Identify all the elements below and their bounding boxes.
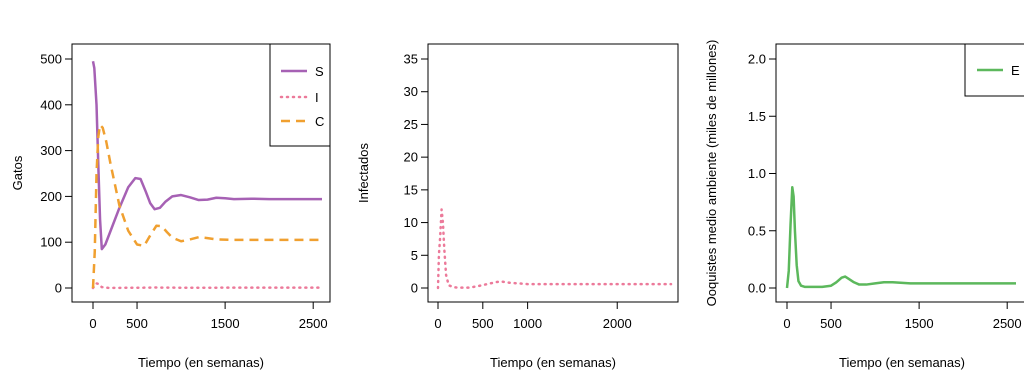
series-line-s xyxy=(91,61,322,251)
legend: S I C xyxy=(269,43,331,147)
x-tick-label: 2500 xyxy=(993,316,1022,331)
panel-gatos: Tiempo (en semanas) Gatos 0 500 1500 2500 0 1… xyxy=(10,43,331,370)
legend: E xyxy=(964,43,1024,97)
y-tick-label: 30 xyxy=(404,84,418,99)
y-tick-label: 5 xyxy=(411,248,418,263)
y-tick-label: 15 xyxy=(404,182,418,197)
y-tick-label: 1.5 xyxy=(748,109,766,124)
y-tick-label: 0.5 xyxy=(748,223,766,238)
x-tick-label: 1500 xyxy=(211,316,240,331)
x-axis-label: Tiempo (en semanas) xyxy=(839,355,965,370)
y-axis-label: Ooquistes medio ambiente (miles de millo… xyxy=(704,40,719,307)
series-line-e xyxy=(785,185,1016,289)
x-tick-label: 500 xyxy=(472,316,494,331)
x-tick-label: 2000 xyxy=(603,316,632,331)
x-tick-label: 500 xyxy=(126,316,148,331)
legend-box xyxy=(269,43,331,147)
y-tick-label: 35 xyxy=(404,52,418,67)
y-tick-label: 0 xyxy=(55,281,62,296)
y-tick-label: 0 xyxy=(411,281,418,296)
series-line-i xyxy=(91,282,324,290)
y-tick-label: 300 xyxy=(40,143,62,158)
legend-label-s: S xyxy=(315,64,324,79)
series-line-i xyxy=(436,208,673,290)
y-tick-label: 200 xyxy=(40,189,62,204)
y-tick-label: 1.0 xyxy=(748,166,766,181)
plot-frame xyxy=(71,43,331,303)
legend-label-c: C xyxy=(315,114,324,129)
x-tick-label: 2500 xyxy=(299,316,328,331)
y-tick-label: 2.0 xyxy=(748,52,766,67)
panel-ooquistes: Tiempo (en semanas) Ooquistes medio ambi… xyxy=(704,40,1024,370)
legend-label-i: I xyxy=(315,90,319,105)
x-tick-label: 0 xyxy=(783,316,790,331)
y-tick-label: 20 xyxy=(404,150,418,165)
y-tick-label: 500 xyxy=(40,52,62,67)
x-axis-label: Tiempo (en semanas) xyxy=(490,355,616,370)
series-line-c xyxy=(91,123,322,289)
y-tick-label: 25 xyxy=(404,117,418,132)
x-axis-label: Tiempo (en semanas) xyxy=(138,355,264,370)
legend-label-e: E xyxy=(1011,63,1020,78)
panel-infectados: Tiempo (en semanas) Infectados 0 500 1000 2… xyxy=(356,43,679,370)
y-axis-label: Infectados xyxy=(356,143,371,203)
plot-frame xyxy=(427,43,679,303)
y-tick-label: 10 xyxy=(404,215,418,230)
x-tick-label: 500 xyxy=(820,316,842,331)
x-tick-label: 1000 xyxy=(513,316,542,331)
x-tick-label: 1500 xyxy=(905,316,934,331)
y-axis-label: Gatos xyxy=(10,155,25,190)
x-tick-label: 0 xyxy=(89,316,96,331)
y-tick-label: 100 xyxy=(40,235,62,250)
y-tick-label: 400 xyxy=(40,97,62,112)
y-tick-label: 0.0 xyxy=(748,281,766,296)
x-tick-label: 0 xyxy=(434,316,441,331)
